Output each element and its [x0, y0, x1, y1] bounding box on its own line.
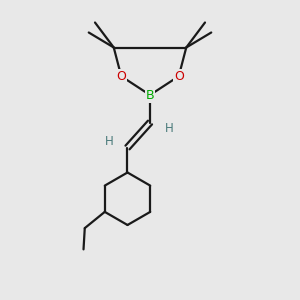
- Text: O: O: [116, 70, 126, 83]
- Text: O: O: [174, 70, 184, 83]
- Text: H: H: [104, 135, 113, 148]
- Text: B: B: [146, 88, 154, 101]
- Text: H: H: [164, 122, 173, 135]
